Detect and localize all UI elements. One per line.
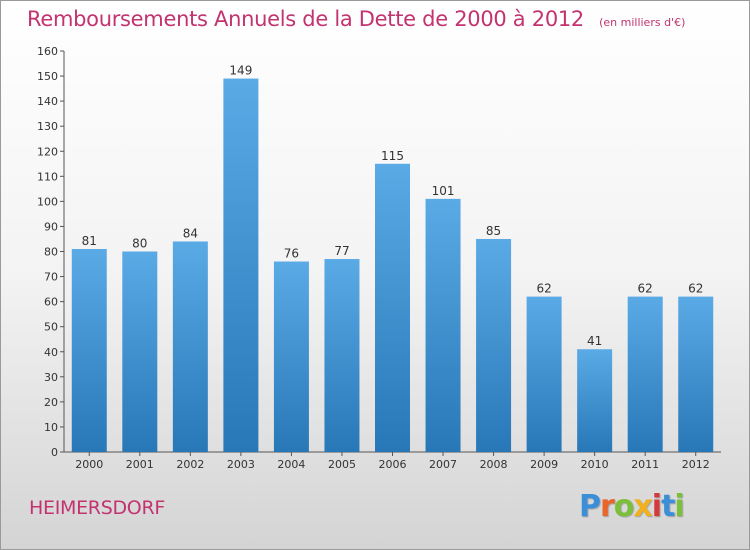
y-tick-label: 50	[44, 321, 58, 334]
x-tick-label: 2009	[530, 458, 558, 471]
bar	[273, 261, 309, 452]
bar	[172, 241, 208, 452]
y-tick-label: 0	[51, 446, 58, 459]
bar	[223, 78, 259, 452]
y-tick-label: 10	[44, 421, 58, 434]
title-row: Remboursements Annuels de la Dette de 20…	[27, 7, 685, 31]
y-tick-label: 20	[44, 396, 58, 409]
data-label: 76	[284, 247, 299, 261]
brand-letter: i	[674, 489, 684, 524]
bar-layer: 81 80 84 149 76 77 115 101 85 62 41 62 62	[71, 64, 714, 452]
x-tick-label: 2000	[75, 458, 103, 471]
y-tick-label: 70	[44, 271, 58, 284]
data-label: 62	[536, 282, 551, 296]
brand-letter: P	[579, 489, 601, 524]
x-tick-label: 2006	[379, 458, 407, 471]
x-tick-label: 2003	[227, 458, 255, 471]
bar	[71, 248, 107, 452]
x-tick-label: 2001	[126, 458, 154, 471]
data-label: 85	[486, 224, 501, 238]
bar	[526, 296, 562, 452]
bar	[122, 251, 158, 452]
bar	[375, 163, 410, 452]
y-tick-label: 160	[37, 45, 58, 58]
bar	[627, 296, 663, 452]
data-label: 41	[587, 334, 602, 348]
y-tick-label: 120	[37, 145, 58, 158]
chart-title: Remboursements Annuels de la Dette de 20…	[27, 7, 584, 31]
y-tick-label: 100	[37, 195, 58, 208]
data-label: 149	[229, 64, 252, 78]
commune-name: HEIMERSDORF	[29, 497, 165, 519]
y-tick-label: 130	[37, 120, 58, 133]
y-tick-label: 110	[37, 170, 58, 183]
y-tick-label: 150	[37, 70, 58, 83]
brand-logo: Proxiti	[579, 489, 685, 524]
data-label: 80	[132, 237, 147, 251]
data-label: 81	[82, 234, 97, 248]
y-tick-label: 80	[44, 246, 58, 259]
data-label: 115	[381, 149, 404, 163]
brand-letter: r	[600, 489, 615, 524]
x-tick-label: 2010	[581, 458, 609, 471]
data-label: 77	[334, 244, 349, 258]
x-tick-label: 2011	[631, 458, 659, 471]
y-tick-label: 140	[37, 95, 58, 108]
brand-letter: i	[651, 489, 662, 524]
data-label: 62	[638, 282, 653, 296]
x-tick-label: 2005	[328, 458, 356, 471]
x-tick-label: 2008	[480, 458, 508, 471]
brand-letter: x	[633, 489, 652, 524]
x-tick-label: 2012	[682, 458, 710, 471]
y-tick-label: 30	[44, 371, 58, 384]
data-label: 62	[688, 282, 703, 296]
brand-letter: o	[613, 489, 635, 524]
bar	[425, 198, 461, 452]
data-label: 84	[183, 226, 198, 240]
brand-letter: t	[661, 489, 675, 524]
bar	[577, 349, 613, 452]
x-tick-label: 2002	[176, 458, 204, 471]
x-tick-label: 2004	[277, 458, 305, 471]
bar	[324, 259, 360, 452]
bar	[678, 296, 714, 452]
x-tick-label: 2007	[429, 458, 457, 471]
y-tick-label: 40	[44, 346, 58, 359]
data-label: 101	[432, 184, 455, 198]
y-tick-label: 60	[44, 296, 58, 309]
bar	[476, 238, 512, 452]
axis-layer: 0 10 20 30 40 50 60 70 80 90 100 110 120 130 140 150 160…	[37, 45, 721, 471]
y-tick-label: 90	[44, 220, 58, 233]
chart-subtitle: (en milliers d'€)	[599, 16, 686, 29]
